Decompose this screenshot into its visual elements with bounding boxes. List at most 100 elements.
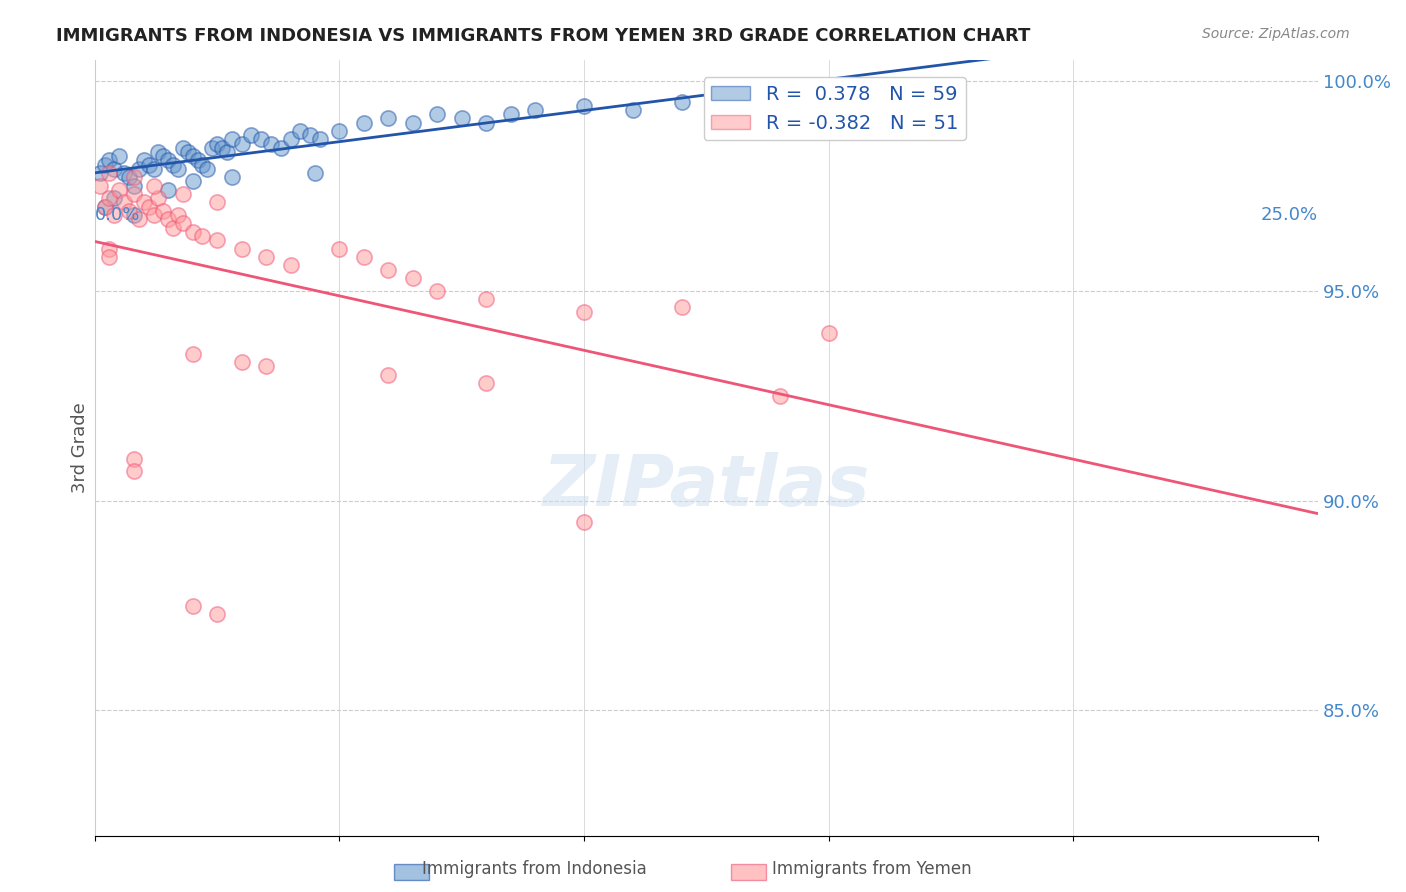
Point	[231, 136, 253, 151]
Point	[177, 145, 200, 159]
Point	[157, 153, 180, 168]
Text: 0.0%: 0.0%	[94, 206, 141, 224]
Point	[108, 183, 131, 197]
Point	[172, 186, 194, 201]
Point	[181, 174, 204, 188]
Point	[138, 158, 160, 172]
Point	[328, 124, 350, 138]
Point	[309, 132, 332, 146]
Point	[167, 161, 190, 176]
Point	[181, 225, 204, 239]
Point	[254, 359, 277, 373]
Point	[280, 132, 302, 146]
Point	[162, 220, 184, 235]
Point	[103, 208, 125, 222]
Point	[377, 112, 399, 126]
Text: Immigrants from Yemen: Immigrants from Yemen	[772, 860, 972, 878]
Point	[122, 170, 145, 185]
Point	[167, 208, 190, 222]
Point	[290, 124, 312, 138]
Point	[231, 355, 253, 369]
Point	[181, 599, 204, 613]
Point	[132, 153, 155, 168]
Point	[122, 208, 145, 222]
Text: Immigrants from Indonesia: Immigrants from Indonesia	[422, 860, 647, 878]
Point	[353, 250, 375, 264]
Point	[112, 166, 135, 180]
Point	[98, 191, 121, 205]
Point	[122, 178, 145, 193]
Point	[128, 161, 150, 176]
Point	[93, 200, 115, 214]
Point	[98, 242, 121, 256]
Point	[817, 326, 839, 340]
Point	[215, 145, 238, 159]
Point	[328, 242, 350, 256]
Point	[671, 95, 693, 109]
Point	[205, 607, 228, 621]
Point	[769, 388, 792, 402]
Text: Source: ZipAtlas.com: Source: ZipAtlas.com	[1202, 27, 1350, 41]
Point	[377, 368, 399, 382]
Point	[426, 284, 449, 298]
Point	[572, 304, 595, 318]
Point	[138, 200, 160, 214]
Point	[122, 464, 145, 478]
Point	[402, 115, 425, 129]
Point	[157, 212, 180, 227]
Point	[93, 158, 115, 172]
Point	[231, 242, 253, 256]
Point	[299, 128, 322, 143]
Point	[142, 208, 165, 222]
Point	[103, 191, 125, 205]
Point	[621, 103, 644, 117]
Point	[148, 191, 170, 205]
Text: IMMIGRANTS FROM INDONESIA VS IMMIGRANTS FROM YEMEN 3RD GRADE CORRELATION CHART: IMMIGRANTS FROM INDONESIA VS IMMIGRANTS …	[56, 27, 1031, 45]
Point	[128, 212, 150, 227]
Point	[572, 99, 595, 113]
Point	[172, 216, 194, 230]
Point	[89, 178, 111, 193]
Point	[112, 195, 135, 210]
Point	[205, 233, 228, 247]
Point	[524, 103, 547, 117]
Y-axis label: 3rd Grade: 3rd Grade	[72, 402, 89, 493]
Point	[260, 136, 283, 151]
Point	[499, 107, 522, 121]
Point	[475, 115, 498, 129]
Point	[148, 145, 170, 159]
Legend: R =  0.378   N = 59, R = -0.382   N = 51: R = 0.378 N = 59, R = -0.382 N = 51	[703, 77, 966, 140]
Point	[353, 115, 375, 129]
Point	[402, 271, 425, 285]
Point	[270, 141, 292, 155]
Text: ZIPatlas: ZIPatlas	[543, 452, 870, 521]
Point	[450, 112, 472, 126]
Point	[572, 515, 595, 529]
Point	[426, 107, 449, 121]
Point	[720, 99, 742, 113]
Point	[142, 178, 165, 193]
Point	[98, 153, 121, 168]
Point	[152, 203, 174, 218]
Point	[671, 301, 693, 315]
Point	[195, 161, 218, 176]
Point	[304, 166, 326, 180]
Point	[142, 161, 165, 176]
Point	[108, 149, 131, 163]
Point	[221, 170, 243, 185]
Point	[132, 195, 155, 210]
Point	[98, 250, 121, 264]
Point	[377, 262, 399, 277]
Point	[122, 186, 145, 201]
Point	[122, 451, 145, 466]
Point	[221, 132, 243, 146]
Point	[191, 158, 214, 172]
Point	[93, 200, 115, 214]
Point	[172, 141, 194, 155]
Point	[162, 158, 184, 172]
Point	[152, 149, 174, 163]
Point	[98, 166, 121, 180]
Point	[118, 203, 141, 218]
Point	[191, 229, 214, 244]
Point	[187, 153, 209, 168]
